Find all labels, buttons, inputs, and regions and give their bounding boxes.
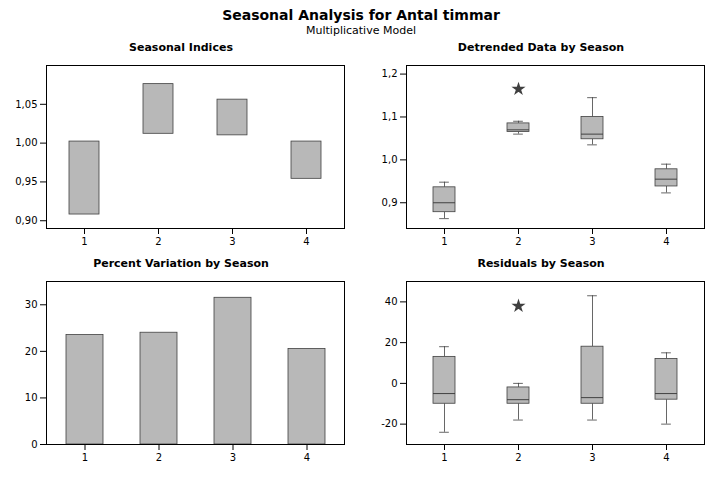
svg-text:40: 40	[385, 296, 398, 307]
html-text:Residuals by Season: Residuals by Season	[477, 257, 605, 270]
svg-text:1,05: 1,05	[15, 99, 37, 110]
html-text:Seasonal Indices: Seasonal Indices	[129, 41, 233, 54]
svg-text:4: 4	[303, 236, 309, 247]
svg-text:20: 20	[25, 346, 38, 357]
svg-text:0: 0	[31, 439, 37, 450]
svg-text:1,2: 1,2	[382, 68, 398, 79]
svg-text:3: 3	[589, 236, 595, 247]
svg-text:1: 1	[82, 452, 88, 463]
svg-text:2: 2	[515, 236, 521, 247]
svg-text:3: 3	[230, 452, 236, 463]
svg-text:0,95: 0,95	[15, 176, 37, 187]
html-text:Seasonal Analysis for Antal ti: Seasonal Analysis for Antal timmar	[222, 7, 500, 23]
svg-text:20: 20	[385, 337, 398, 348]
svg-text:4: 4	[304, 452, 310, 463]
svg-text:10: 10	[25, 392, 38, 403]
svg-text:4: 4	[663, 452, 669, 463]
svg-text:2: 2	[156, 452, 162, 463]
svg-text:3: 3	[589, 452, 595, 463]
svg-text:2: 2	[515, 452, 521, 463]
svg-text:1,00: 1,00	[15, 137, 37, 148]
svg-text:1: 1	[81, 236, 87, 247]
html-text:Percent Variation by Season: Percent Variation by Season	[93, 257, 269, 270]
svg-text:3: 3	[229, 236, 235, 247]
svg-text:1,1: 1,1	[382, 111, 398, 122]
html-text:Multiplicative Model: Multiplicative Model	[306, 24, 416, 37]
svg-text:0,90: 0,90	[15, 215, 37, 226]
svg-text:-20: -20	[381, 418, 397, 429]
svg-text:4: 4	[663, 236, 669, 247]
html-text:Detrended Data by Season: Detrended Data by Season	[457, 41, 625, 54]
svg-text:1: 1	[441, 236, 447, 247]
svg-text:2: 2	[155, 236, 161, 247]
svg-text:1: 1	[441, 452, 447, 463]
svg-text:1,0: 1,0	[382, 154, 398, 165]
svg-text:30: 30	[25, 299, 38, 310]
svg-text:0,9: 0,9	[382, 197, 398, 208]
svg-text:0: 0	[391, 378, 397, 389]
